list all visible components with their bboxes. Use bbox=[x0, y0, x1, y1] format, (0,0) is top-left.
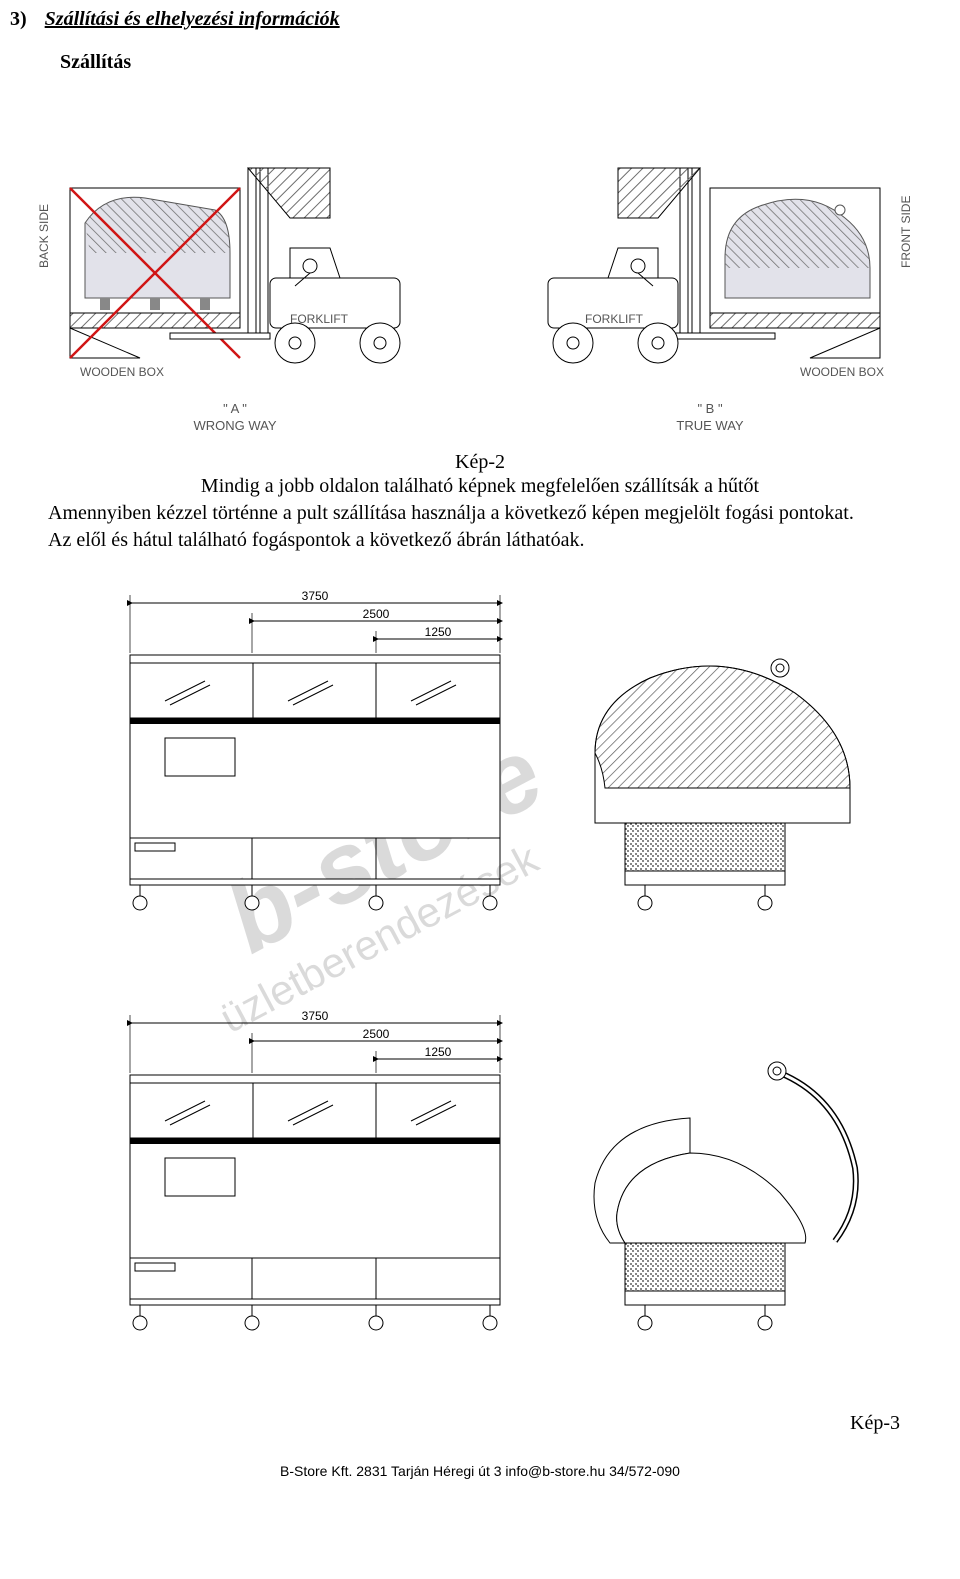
section-title: Szállítási és elhelyezési információk bbox=[45, 8, 340, 31]
svg-text:" B ": " B " bbox=[697, 401, 723, 416]
paragraph-1: Mindig a jobb oldalon található képnek m… bbox=[0, 474, 960, 499]
figure-3-caption: Kép-3 bbox=[0, 1412, 960, 1435]
svg-text:1250: 1250 bbox=[425, 1045, 452, 1059]
page-footer: B-Store Kft. 2831 Tarján Héregi út 3 inf… bbox=[0, 1435, 960, 1491]
back-side-label: BACK SIDE bbox=[37, 204, 51, 268]
front-side-label: FRONT SIDE bbox=[899, 196, 913, 268]
svg-text:3750: 3750 bbox=[302, 1009, 329, 1023]
forklift-label-left: FORKLIFT bbox=[290, 312, 349, 326]
figure-forklift: BACK SIDE WOODEN BOX bbox=[30, 118, 930, 443]
svg-text:TRUE WAY: TRUE WAY bbox=[676, 418, 743, 433]
svg-text:WRONG WAY: WRONG WAY bbox=[193, 418, 276, 433]
forklift-right-group: FORKLIFT WOODEN BOX FRONT SIDE bbox=[548, 168, 913, 379]
svg-text:1250: 1250 bbox=[425, 625, 452, 639]
figure-2-caption: Kép-2 bbox=[0, 451, 960, 474]
forklift-left-group: BACK SIDE WOODEN BOX bbox=[37, 168, 400, 379]
counter-diagram-svg: b-store üzletberendezések 3750 2500 1250 bbox=[70, 583, 890, 1403]
option-a-label: " A " WRONG WAY bbox=[193, 401, 276, 433]
paragraph-2: Amennyiben kézzel történne a pult szállí… bbox=[0, 499, 960, 526]
paragraph-3: Az elől és hátul található fogáspontok a… bbox=[0, 526, 960, 553]
section-number: 3) bbox=[10, 8, 27, 31]
svg-text:" A ": " A " bbox=[223, 401, 247, 416]
option-b-label: " B " TRUE WAY bbox=[676, 401, 743, 433]
svg-text:2500: 2500 bbox=[363, 607, 390, 621]
wooden-box-label-right: WOODEN BOX bbox=[800, 365, 884, 379]
section-subtitle: Szállítás bbox=[0, 31, 960, 74]
forklift-label-right: FORKLIFT bbox=[585, 312, 644, 326]
svg-text:3750: 3750 bbox=[302, 589, 329, 603]
svg-text:2500: 2500 bbox=[363, 1027, 390, 1041]
section-heading: 3) Szállítási és elhelyezési információk bbox=[0, 0, 960, 31]
figure-counter: b-store üzletberendezések 3750 2500 1250 bbox=[70, 583, 890, 1408]
wooden-box-label-left: WOODEN BOX bbox=[80, 365, 164, 379]
forklift-diagram-svg: BACK SIDE WOODEN BOX bbox=[30, 118, 930, 438]
counter-lower: 3750 2500 1250 bbox=[130, 1009, 856, 1330]
